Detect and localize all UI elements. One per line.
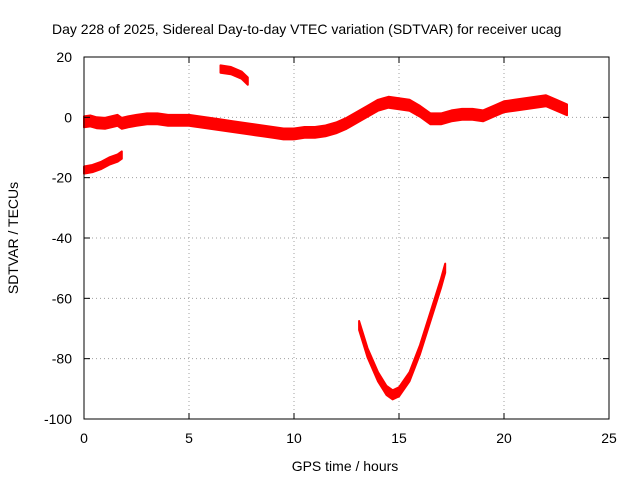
y-tick-label: 20 xyxy=(56,49,72,65)
data-series xyxy=(83,64,568,401)
x-tick-label: 25 xyxy=(601,430,617,446)
y-tick-label: -100 xyxy=(44,411,72,427)
series-main-track xyxy=(83,94,568,141)
x-tick-label: 5 xyxy=(185,430,193,446)
y-tick-label: -80 xyxy=(52,351,72,367)
x-tick-label: 15 xyxy=(391,430,407,446)
y-axis-label: SDTVAR / TECUs xyxy=(5,182,21,294)
grid-lines xyxy=(84,57,609,419)
tick-labels: 0 5 10 15 20 25 -100 -80 -60 -40 -20 0 20 xyxy=(44,49,617,446)
y-tick-label: -60 xyxy=(52,290,72,306)
y-tick-label: -40 xyxy=(52,230,72,246)
y-tick-label: 0 xyxy=(64,109,72,125)
plot-frame xyxy=(83,56,610,420)
x-tick-label: 20 xyxy=(496,430,512,446)
series-upper-segment xyxy=(219,64,249,86)
series-dip-arc xyxy=(358,262,447,401)
x-axis-label: GPS time / hours xyxy=(292,458,399,474)
chart-title: Day 228 of 2025, Sidereal Day-to-day VTE… xyxy=(52,21,561,37)
x-tick-label: 10 xyxy=(286,430,302,446)
series-early-segment xyxy=(83,150,123,175)
x-tick-label: 0 xyxy=(80,430,88,446)
y-tick-label: -20 xyxy=(52,170,72,186)
axis-ticks xyxy=(83,56,610,420)
